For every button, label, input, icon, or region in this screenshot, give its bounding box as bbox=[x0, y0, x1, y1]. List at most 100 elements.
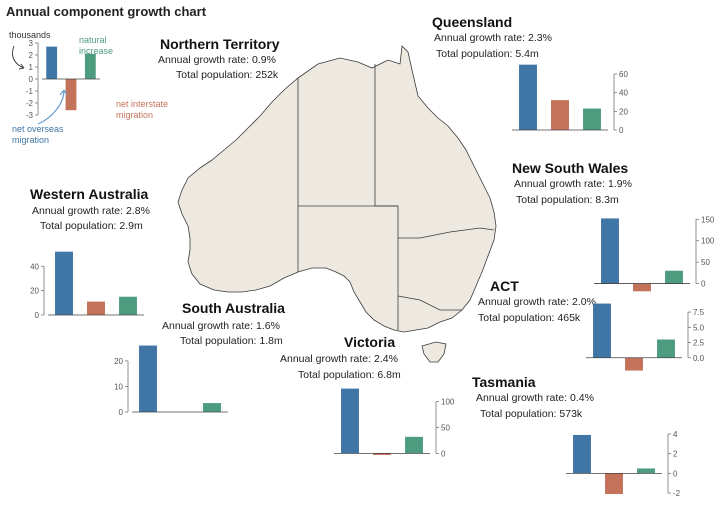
tasmania-outline bbox=[421, 341, 447, 363]
state-title-vic: Victoria bbox=[344, 334, 396, 350]
state-title-tas: Tasmania bbox=[472, 374, 536, 390]
qld-population: Total population: 5.4m bbox=[436, 48, 539, 60]
sa-growth-value: 1.6% bbox=[255, 320, 280, 332]
state-title-qld: Queensland bbox=[432, 14, 513, 30]
state-title-wa: Western Australia bbox=[30, 186, 149, 202]
tas-population: Total population: 573k bbox=[480, 408, 582, 420]
act-tick-label: 2.5 bbox=[693, 339, 705, 348]
sa-growth-label: Annual growth rate: bbox=[162, 320, 254, 332]
chart-title: Annual component growth chart bbox=[6, 4, 207, 19]
qld-growth: Annual growth rate: 2.3% bbox=[434, 32, 552, 44]
qld-growth-value: 2.3% bbox=[527, 32, 552, 44]
nsw-growth-label: Annual growth rate: bbox=[514, 178, 606, 190]
sa-population-value: 1.8m bbox=[259, 335, 283, 347]
legend-unit-label: thousands bbox=[9, 30, 51, 40]
vic-bar-interstate bbox=[373, 453, 391, 455]
act-population: Total population: 465k bbox=[478, 312, 580, 324]
nsw-tick-label: 100 bbox=[701, 237, 715, 246]
legend-tick-label: 2 bbox=[29, 51, 34, 60]
legend-interstate-label: net interstate migration bbox=[116, 99, 168, 121]
sa-tick-label: 0 bbox=[119, 408, 124, 417]
vic-growth-value: 2.4% bbox=[373, 353, 398, 365]
act-population-value: 465k bbox=[557, 312, 581, 324]
nt-population-value: 252k bbox=[255, 69, 279, 81]
tas-growth: Annual growth rate: 0.4% bbox=[476, 392, 594, 404]
qld-tick-label: 40 bbox=[619, 89, 628, 98]
wa-tick-label: 40 bbox=[30, 262, 39, 271]
tas-population-value: 573k bbox=[559, 408, 583, 420]
vic-tick-label: 0 bbox=[441, 449, 446, 458]
tas-population-label: Total population: bbox=[480, 408, 557, 420]
qld-bar-interstate bbox=[551, 100, 569, 130]
nt-population-label: Total population: bbox=[176, 69, 253, 81]
act-tick-label: 7.5 bbox=[693, 308, 705, 317]
vic-tick-label: 100 bbox=[441, 398, 455, 407]
nsw-tick-label: 50 bbox=[701, 258, 710, 267]
state-title-act: ACT bbox=[490, 278, 519, 294]
vic-growth: Annual growth rate: 2.4% bbox=[280, 353, 398, 365]
legend-tick-label: -2 bbox=[26, 99, 34, 108]
tas-tick-label: 4 bbox=[673, 430, 678, 439]
act-tick-label: 0.0 bbox=[693, 354, 705, 363]
wa-growth: Annual growth rate: 2.8% bbox=[32, 205, 150, 217]
vic-growth-label: Annual growth rate: bbox=[280, 353, 372, 365]
act-bar-natural bbox=[657, 339, 675, 358]
nsw-population: Total population: 8.3m bbox=[516, 194, 619, 206]
wa-population: Total population: 2.9m bbox=[40, 220, 143, 232]
legend-natural-line-1: natural bbox=[79, 35, 107, 45]
wa-bar-natural bbox=[119, 296, 137, 315]
legend-interstate-line-2: migration bbox=[116, 110, 154, 120]
qld-population-label: Total population: bbox=[436, 48, 513, 60]
vic-bar-natural bbox=[405, 436, 423, 454]
sa-tick-label: 20 bbox=[114, 357, 123, 366]
tas-tick-label: 0 bbox=[673, 469, 678, 478]
legend-overseas-line-2: migration bbox=[12, 135, 50, 145]
sa-bar-overseas bbox=[139, 345, 157, 412]
nsw-growth-value: 1.9% bbox=[607, 178, 632, 190]
qld-tick-label: 20 bbox=[619, 107, 628, 116]
nsw-tick-label: 150 bbox=[701, 215, 715, 224]
qld-tick-label: 60 bbox=[619, 70, 628, 79]
vic-population: Total population: 6.8m bbox=[298, 369, 401, 381]
vic-tick-label: 50 bbox=[441, 423, 450, 432]
legend-tick-label: -3 bbox=[26, 111, 34, 120]
legend-bar-natural bbox=[84, 53, 96, 79]
qld-bar-overseas bbox=[519, 64, 537, 130]
nt-growth-label: Annual growth rate: bbox=[158, 54, 250, 66]
wa-bar-interstate bbox=[87, 301, 105, 315]
sa-bar-natural bbox=[203, 403, 221, 412]
tas-growth-label: Annual growth rate: bbox=[476, 392, 568, 404]
vic-bar-overseas bbox=[341, 388, 359, 454]
nsw-population-label: Total population: bbox=[516, 194, 593, 206]
nsw-tick-label: 0 bbox=[701, 280, 706, 289]
sa-population-label: Total population: bbox=[180, 335, 257, 347]
state-title-sa: South Australia bbox=[182, 300, 285, 316]
tas-tick-label: -2 bbox=[673, 489, 681, 498]
state-title-nsw: New South Wales bbox=[512, 160, 629, 176]
legend-bar-interstate bbox=[65, 79, 77, 111]
sa-tick-label: 10 bbox=[114, 382, 123, 391]
qld-tick-label: 0 bbox=[619, 126, 624, 135]
tas-tick-label: 2 bbox=[673, 450, 678, 459]
tas-bar-interstate bbox=[605, 473, 623, 495]
nsw-bar-interstate bbox=[633, 283, 651, 292]
sa-population: Total population: 1.8m bbox=[180, 335, 283, 347]
legend-natural-line-2: increase bbox=[79, 46, 114, 56]
wa-population-label: Total population: bbox=[40, 220, 117, 232]
tas-bar-overseas bbox=[573, 434, 591, 474]
legend-overseas-line-1: net overseas bbox=[12, 124, 64, 134]
legend-tick-label: -1 bbox=[26, 87, 34, 96]
vic-population-label: Total population: bbox=[298, 369, 375, 381]
act-bar-interstate bbox=[625, 357, 643, 371]
nsw-bar-overseas bbox=[601, 218, 619, 284]
nsw-population-value: 8.3m bbox=[595, 194, 619, 206]
legend-tick-label: 0 bbox=[29, 75, 34, 84]
